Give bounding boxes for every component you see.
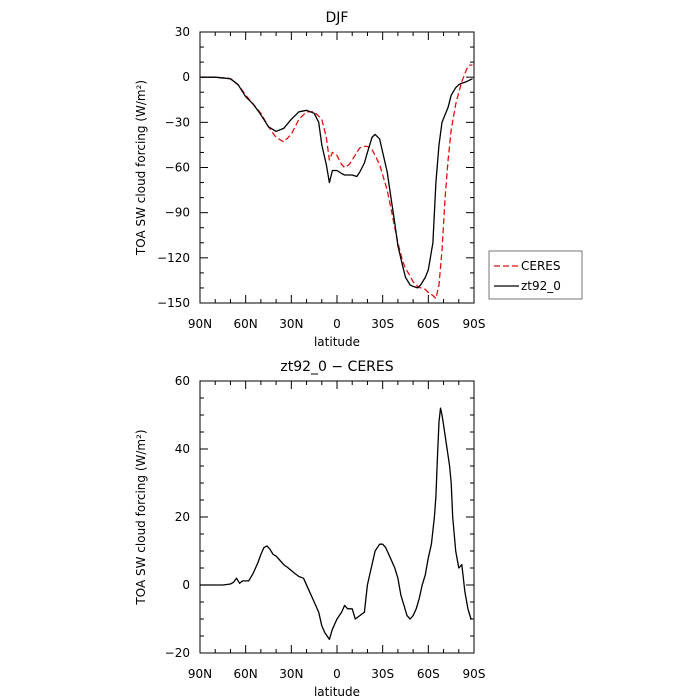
- x-tick-label: 60S: [417, 667, 440, 681]
- y-tick-label: 20: [175, 510, 190, 524]
- x-tick-label: 90N: [188, 317, 212, 331]
- legend-box: [488, 250, 583, 300]
- x-tick-label: 60N: [234, 667, 258, 681]
- series-line-ceres: [200, 64, 473, 300]
- y-tick-label: −30: [165, 115, 190, 129]
- y-tick-label: 0: [182, 70, 190, 84]
- y-tick-label: 60: [175, 374, 190, 388]
- chart-title: DJF: [326, 10, 349, 26]
- x-tick-label: 30S: [371, 667, 394, 681]
- y-tick-label: 40: [175, 442, 190, 456]
- x-tick-label: 60S: [417, 317, 440, 331]
- x-tick-label: 0: [333, 317, 341, 331]
- y-tick-label: −20: [165, 646, 190, 660]
- x-tick-label: 30N: [279, 667, 303, 681]
- plot-frame: [199, 31, 475, 304]
- y-axis-label: TOA SW cloud forcing (W/m²): [134, 80, 148, 256]
- legend: CERES zt92_0: [488, 250, 583, 300]
- x-tick-label: 30S: [371, 317, 394, 331]
- legend-label: CERES: [521, 259, 561, 273]
- y-tick-label: −150: [157, 296, 190, 310]
- plot-frame: [199, 380, 475, 654]
- series-line-difference: [200, 407, 473, 641]
- series-line-zt92-0: [200, 76, 473, 289]
- x-axis-label: latitude: [314, 685, 360, 699]
- y-tick-label: −120: [157, 251, 190, 265]
- x-tick-label: 90S: [463, 667, 486, 681]
- chart-panel-2: zt92_0 − CERES TOA SW cloud forcing (W/m²…: [134, 359, 485, 699]
- y-tick-label: 0: [182, 578, 190, 592]
- x-tick-label: 30N: [279, 317, 303, 331]
- x-tick-label: 0: [333, 667, 341, 681]
- x-axis-label: latitude: [314, 335, 360, 349]
- y-tick-label: 30: [175, 25, 190, 39]
- y-tick-label: −90: [165, 206, 190, 220]
- legend-label: zt92_0: [521, 279, 561, 293]
- chart-panel-1: DJF TOA SW cloud forcing (W/m²) latitude 90…: [134, 10, 583, 349]
- chart-title: zt92_0 − CERES: [280, 359, 393, 375]
- x-tick-label: 60N: [234, 317, 258, 331]
- x-tick-label: 90N: [188, 667, 212, 681]
- y-axis-label: TOA SW cloud forcing (W/m²): [134, 429, 148, 605]
- x-tick-label: 90S: [463, 317, 486, 331]
- y-tick-label: −60: [165, 161, 190, 175]
